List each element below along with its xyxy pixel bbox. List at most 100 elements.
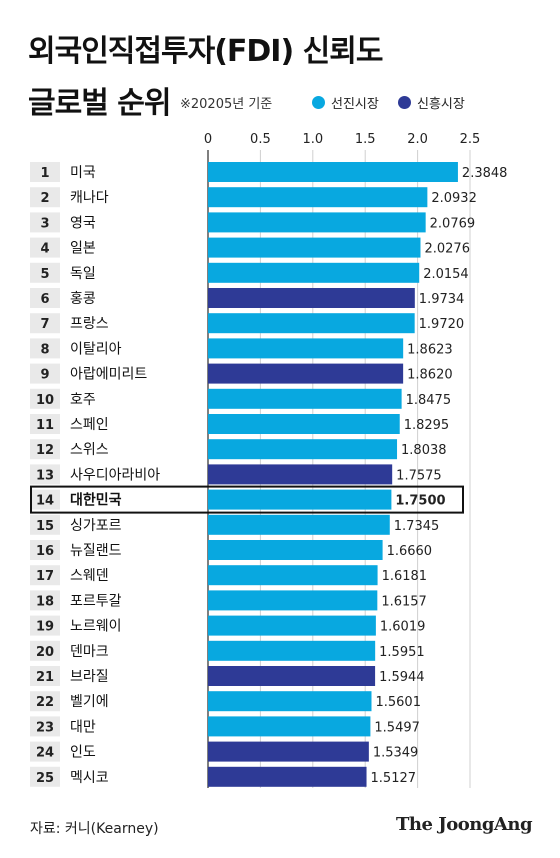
rank-label: 19 bbox=[36, 620, 54, 635]
value-label: 2.0276 bbox=[424, 242, 470, 257]
rank-box bbox=[30, 640, 60, 661]
rank-label: 11 bbox=[36, 418, 54, 433]
value-label: 1.5127 bbox=[371, 771, 417, 786]
rank-box bbox=[30, 237, 60, 258]
rank-box bbox=[30, 262, 60, 283]
rank-box bbox=[30, 414, 60, 434]
value-label: 1.5944 bbox=[379, 670, 425, 685]
value-label: 1.8475 bbox=[406, 393, 452, 408]
bar bbox=[208, 363, 404, 384]
value-label: 2.0154 bbox=[423, 267, 469, 282]
country-label: 스위스 bbox=[70, 442, 109, 458]
rank-box bbox=[30, 439, 60, 460]
rank-label: 21 bbox=[36, 670, 54, 685]
bar bbox=[208, 716, 371, 737]
bar bbox=[208, 288, 415, 308]
value-label: 1.6660 bbox=[387, 544, 433, 559]
country-label: 대한민국 bbox=[70, 492, 122, 509]
rank-box bbox=[30, 691, 60, 712]
country-label: 미국 bbox=[70, 165, 96, 181]
rank-label: 9 bbox=[40, 368, 49, 383]
rank-box bbox=[30, 615, 60, 636]
rank-label: 24 bbox=[36, 746, 54, 761]
rank-box bbox=[30, 212, 60, 233]
country-label: 스웨덴 bbox=[70, 568, 109, 584]
bar bbox=[208, 666, 376, 686]
value-label: 1.8295 bbox=[404, 418, 450, 433]
rank-label: 25 bbox=[36, 771, 54, 786]
rank-box bbox=[30, 313, 60, 334]
bar bbox=[208, 313, 415, 334]
rank-label: 17 bbox=[36, 569, 54, 584]
rank-box bbox=[30, 162, 60, 182]
country-label: 캐나다 bbox=[70, 190, 109, 206]
bar bbox=[208, 237, 421, 258]
legend-label-developed: 선진시장 bbox=[331, 97, 379, 112]
country-label: 일본 bbox=[70, 241, 96, 257]
rank-box bbox=[30, 766, 60, 787]
country-label: 프랑스 bbox=[70, 316, 109, 332]
legend-label-emerging: 신흥시장 bbox=[417, 97, 465, 112]
rank-label: 18 bbox=[36, 594, 54, 609]
value-label: 1.5601 bbox=[375, 695, 421, 710]
rank-box bbox=[30, 464, 60, 485]
value-label: 2.3848 bbox=[462, 166, 508, 181]
country-label: 아랍에미리트 bbox=[70, 367, 147, 383]
rank-label: 12 bbox=[36, 443, 54, 458]
rank-label: 6 bbox=[40, 292, 49, 307]
bar bbox=[208, 640, 376, 661]
value-label: 1.7345 bbox=[394, 519, 440, 534]
value-label: 1.5497 bbox=[374, 720, 420, 735]
bar bbox=[208, 464, 393, 485]
bar bbox=[208, 489, 392, 510]
rank-label: 2 bbox=[40, 191, 49, 206]
rank-box bbox=[30, 489, 60, 510]
value-label: 1.5349 bbox=[373, 746, 419, 761]
rank-label: 23 bbox=[36, 720, 54, 735]
chart-title-line1: 외국인직접투자(FDI) 신뢰도 bbox=[28, 34, 383, 69]
value-label: 1.7500 bbox=[395, 494, 445, 509]
value-label: 1.8038 bbox=[401, 443, 447, 458]
bar bbox=[208, 338, 404, 359]
rank-box bbox=[30, 363, 60, 384]
rank-label: 5 bbox=[40, 267, 49, 282]
rank-box bbox=[30, 388, 60, 409]
country-label: 사우디아라비아 bbox=[70, 467, 160, 483]
rank-box bbox=[30, 666, 60, 686]
rank-label: 4 bbox=[40, 242, 49, 257]
country-label: 뉴질랜드 bbox=[70, 543, 122, 559]
bar bbox=[208, 565, 378, 586]
rank-label: 13 bbox=[36, 468, 54, 483]
reference-note: ※20205년 기준 bbox=[180, 97, 273, 112]
rank-box bbox=[30, 187, 60, 208]
country-label: 멕시코 bbox=[70, 770, 109, 786]
bar bbox=[208, 212, 426, 233]
bar bbox=[208, 162, 458, 182]
source-credit: 자료: 커니(Kearney) bbox=[30, 821, 159, 837]
bar bbox=[208, 590, 378, 611]
bar bbox=[208, 514, 390, 535]
publisher-logo: The JoongAng bbox=[396, 814, 533, 835]
x-tick-label: 1.5 bbox=[355, 132, 376, 147]
rank-label: 7 bbox=[40, 317, 49, 332]
bar bbox=[208, 615, 376, 636]
bar bbox=[208, 187, 428, 208]
country-label: 브라질 bbox=[70, 669, 109, 685]
x-tick-label: 0 bbox=[204, 132, 212, 147]
country-label: 호주 bbox=[70, 392, 96, 408]
bar bbox=[208, 262, 420, 283]
country-label: 대만 bbox=[70, 719, 96, 735]
country-label: 홍콩 bbox=[70, 291, 96, 307]
legend-dot-emerging-icon bbox=[398, 96, 411, 109]
rank-box bbox=[30, 338, 60, 359]
country-label: 덴마크 bbox=[70, 644, 109, 660]
value-label: 1.8620 bbox=[407, 368, 453, 383]
x-tick-label: 1.0 bbox=[302, 132, 323, 147]
bar bbox=[208, 439, 398, 460]
bar bbox=[208, 540, 383, 560]
legend-item-emerging: 신흥시장 bbox=[398, 93, 465, 112]
value-label: 2.0769 bbox=[430, 216, 476, 231]
country-label: 독일 bbox=[70, 266, 96, 282]
rank-box bbox=[30, 741, 60, 762]
bar bbox=[208, 414, 400, 434]
